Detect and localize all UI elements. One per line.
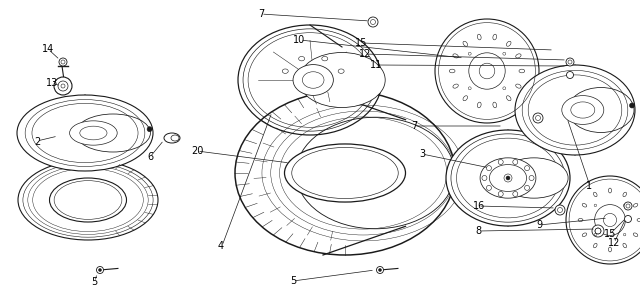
- Circle shape: [513, 160, 518, 164]
- Circle shape: [624, 202, 632, 210]
- Ellipse shape: [490, 164, 527, 192]
- Text: 7: 7: [258, 9, 264, 19]
- Circle shape: [486, 185, 492, 190]
- Text: 12: 12: [608, 238, 621, 248]
- Ellipse shape: [76, 114, 150, 152]
- Ellipse shape: [70, 121, 117, 145]
- Text: 3: 3: [419, 149, 426, 159]
- Ellipse shape: [18, 160, 158, 240]
- Text: 2: 2: [34, 137, 40, 147]
- Circle shape: [368, 17, 378, 27]
- Ellipse shape: [446, 130, 570, 226]
- Circle shape: [525, 185, 529, 190]
- Circle shape: [59, 58, 67, 66]
- Circle shape: [482, 176, 487, 180]
- Ellipse shape: [235, 91, 455, 255]
- Ellipse shape: [562, 95, 604, 124]
- Circle shape: [99, 269, 102, 271]
- Text: 15: 15: [604, 229, 617, 239]
- Circle shape: [498, 160, 503, 164]
- Text: 1: 1: [586, 181, 592, 191]
- Text: 20: 20: [191, 146, 204, 156]
- Circle shape: [376, 266, 383, 274]
- Circle shape: [630, 103, 634, 108]
- Text: 16: 16: [472, 201, 485, 211]
- Circle shape: [625, 216, 632, 222]
- Ellipse shape: [17, 95, 153, 171]
- Text: 12: 12: [358, 49, 371, 59]
- Circle shape: [378, 269, 381, 271]
- Circle shape: [147, 127, 152, 132]
- Ellipse shape: [299, 56, 305, 61]
- Circle shape: [97, 266, 104, 274]
- Ellipse shape: [299, 52, 385, 107]
- Circle shape: [435, 19, 539, 123]
- Circle shape: [54, 77, 72, 95]
- Circle shape: [566, 71, 573, 79]
- Circle shape: [533, 113, 543, 123]
- Ellipse shape: [322, 56, 328, 61]
- Text: 13: 13: [46, 78, 59, 88]
- Text: 9: 9: [536, 220, 543, 230]
- Circle shape: [566, 176, 640, 264]
- Text: 5: 5: [290, 276, 296, 286]
- Ellipse shape: [568, 87, 634, 132]
- Text: 11: 11: [370, 60, 383, 70]
- Circle shape: [486, 166, 492, 171]
- Text: 5: 5: [92, 277, 98, 287]
- Ellipse shape: [500, 158, 568, 198]
- Ellipse shape: [282, 69, 288, 73]
- Circle shape: [566, 58, 574, 66]
- Ellipse shape: [338, 69, 344, 73]
- Circle shape: [529, 176, 534, 180]
- Circle shape: [498, 192, 503, 197]
- Text: 14: 14: [42, 44, 54, 54]
- Ellipse shape: [164, 133, 180, 143]
- Text: 4: 4: [218, 241, 224, 251]
- Text: 10: 10: [293, 35, 306, 45]
- Ellipse shape: [480, 158, 536, 198]
- Ellipse shape: [515, 65, 635, 155]
- Circle shape: [513, 192, 518, 197]
- Text: 6: 6: [147, 152, 154, 162]
- Ellipse shape: [293, 65, 333, 95]
- Circle shape: [506, 176, 510, 180]
- Circle shape: [525, 166, 529, 171]
- Text: 8: 8: [476, 226, 482, 236]
- Circle shape: [592, 225, 604, 237]
- Circle shape: [555, 205, 565, 215]
- Text: 7: 7: [412, 121, 418, 131]
- Ellipse shape: [285, 144, 406, 202]
- Ellipse shape: [49, 178, 127, 222]
- Text: 15: 15: [355, 38, 368, 48]
